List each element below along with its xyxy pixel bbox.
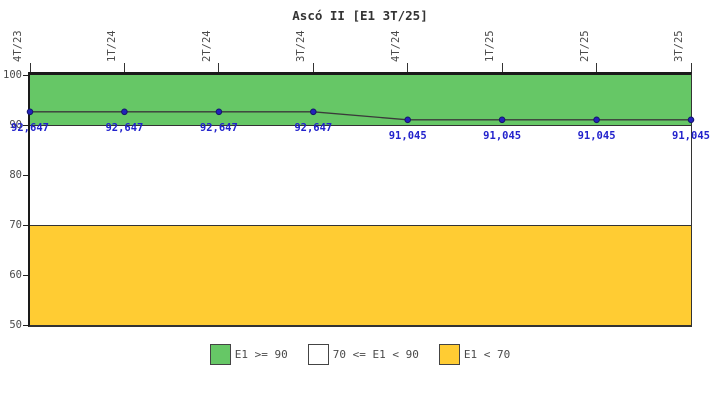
x-tick-label: 3T/25 — [673, 30, 685, 62]
x-tick-label: 1T/24 — [106, 30, 119, 62]
band-1 — [30, 75, 691, 125]
point-value-label: 92,647 — [105, 121, 144, 134]
x-tick — [596, 63, 598, 73]
point-value-label: 92,647 — [11, 121, 49, 134]
y-tick — [23, 124, 30, 126]
x-tick-label: 1T/25 — [484, 30, 497, 62]
legend-swatch — [307, 344, 329, 365]
series-line — [26, 108, 695, 124]
y-tick-label: 80 — [9, 169, 22, 181]
x-tick-label: 2T/25 — [578, 30, 591, 62]
y-tick-label: 60 — [9, 269, 22, 281]
y-tick — [23, 274, 30, 276]
legend-label: E1 >= 90 — [234, 348, 288, 361]
legend-swatch — [209, 344, 231, 365]
legend-label: 70 <= E1 < 90 — [332, 348, 419, 361]
point-value-label: 91,045 — [388, 129, 427, 142]
plot-area: 92,647 92,647 92,647 92,647 91,045 91,045 91,0… — [11, 72, 710, 327]
x-tick — [690, 63, 692, 73]
y-tick-label: 100 — [3, 69, 22, 81]
band-3 — [30, 225, 691, 325]
point-value-label: 91,045 — [672, 129, 710, 142]
data-point — [404, 116, 412, 124]
legend-label: E1 < 70 — [463, 348, 511, 361]
legend-swatch — [438, 344, 460, 365]
x-tick-label: 2T/24 — [200, 30, 213, 62]
legend-item: 70 <= E1 < 90 — [307, 344, 419, 365]
data-point — [121, 108, 128, 116]
y-tick — [23, 224, 30, 226]
band-2 — [30, 125, 691, 225]
point-value-label: 92,647 — [199, 121, 238, 134]
x-tick-label: 4T/24 — [389, 30, 402, 62]
data-point — [26, 108, 34, 116]
x-tick — [29, 63, 31, 73]
x-tick — [501, 63, 503, 73]
y-tick-label: 70 — [9, 219, 22, 231]
y-tick — [23, 174, 30, 176]
y-tick — [23, 324, 30, 326]
data-point — [215, 108, 223, 116]
data-point — [310, 108, 317, 116]
legend-item: E1 < 70 — [438, 344, 511, 365]
point-value-label: 91,045 — [483, 129, 522, 142]
data-point — [593, 116, 600, 124]
x-tick — [312, 63, 314, 73]
data-point — [498, 116, 506, 124]
y-tick-label: 50 — [9, 319, 22, 331]
y-tick-label: 90 — [9, 119, 22, 131]
chart-title: Ascó II [E1 3T/25] — [292, 8, 428, 23]
point-value-label: 92,647 — [294, 121, 333, 134]
x-tick — [218, 63, 220, 73]
legend: E1 >= 90 70 <= E1 < 90 E1 < 70 — [0, 344, 720, 365]
legend-item: E1 >= 90 — [209, 344, 288, 365]
x-tick-label: 3T/24 — [295, 30, 308, 62]
x-tick — [407, 63, 409, 73]
data-point — [687, 116, 695, 124]
x-tick-label: 4T/23 — [12, 30, 24, 62]
point-value-label: 91,045 — [577, 129, 616, 142]
y-tick — [23, 74, 30, 76]
x-tick — [123, 63, 125, 73]
